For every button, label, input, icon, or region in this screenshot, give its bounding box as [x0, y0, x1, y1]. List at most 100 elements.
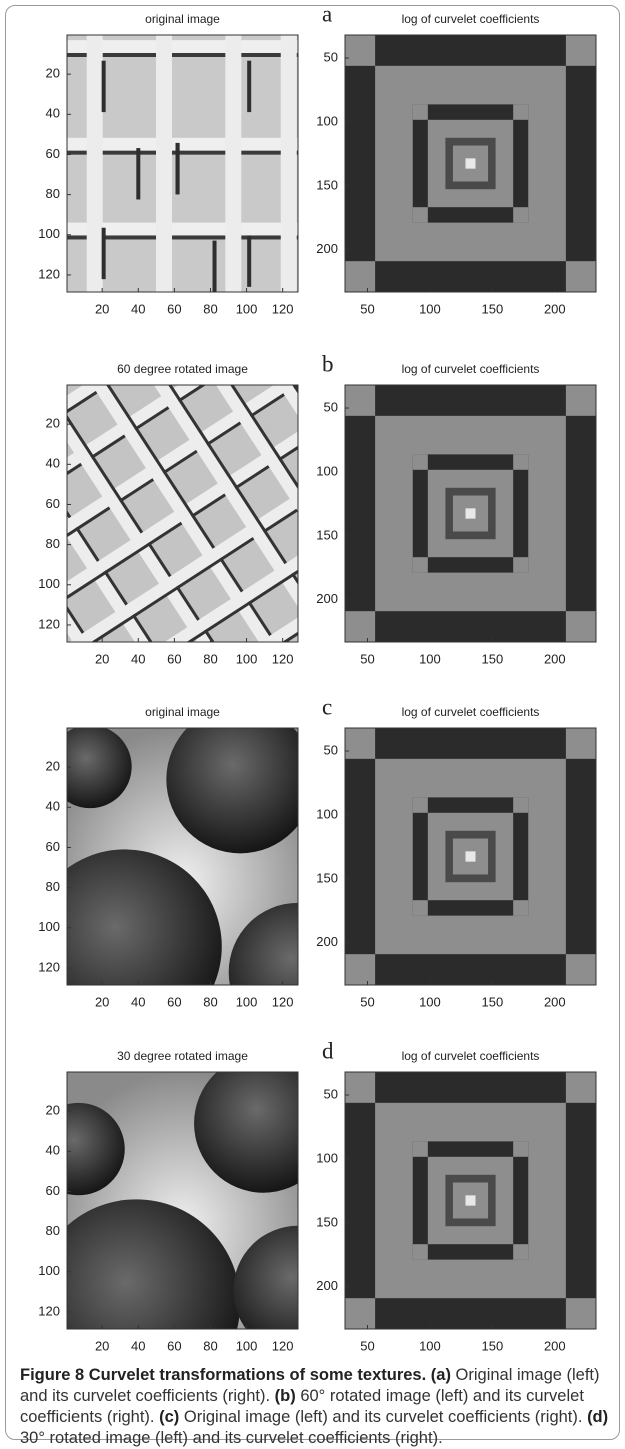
coeff-corner	[413, 104, 428, 119]
texture	[49, 725, 132, 808]
y-tick-label: 40	[46, 106, 60, 121]
coeff-center	[465, 158, 475, 168]
x-tick-label: 20	[95, 994, 109, 1009]
caption-part-text: 30° rotated image (left) and its curvele…	[20, 1429, 443, 1447]
y-tick-label: 200	[316, 241, 338, 256]
y-tick-label: 20	[46, 416, 60, 431]
x-tick-label: 100	[236, 651, 258, 666]
coeff-corner	[566, 728, 596, 759]
y-tick-label: 20	[46, 66, 60, 81]
texture	[225, 35, 241, 292]
caption-part-text: Original image (left) and its curvelet c…	[184, 1408, 583, 1426]
coeff-corner	[345, 954, 375, 985]
x-tick-label: 50	[360, 1338, 374, 1353]
panel-title: 60 degree rotated image	[117, 362, 248, 376]
y-tick-label: 40	[46, 456, 60, 471]
y-tick-label: 150	[316, 1214, 338, 1229]
coeff-corner	[513, 900, 528, 915]
y-tick-label: 120	[38, 616, 60, 631]
x-tick-label: 20	[95, 301, 109, 316]
x-tick-label: 40	[131, 301, 145, 316]
texture	[102, 61, 106, 112]
y-tick-label: 100	[316, 463, 338, 478]
y-tick-label: 100	[38, 576, 60, 591]
coeff-corner	[566, 954, 596, 985]
x-tick-label: 80	[203, 651, 217, 666]
y-tick-label: 100	[316, 806, 338, 821]
x-tick-label: 50	[360, 994, 374, 1009]
x-tick-label: 200	[544, 301, 566, 316]
panel-letter: a	[322, 1, 332, 26]
coeff-corner	[566, 385, 596, 416]
coeff-corner	[413, 797, 428, 812]
x-tick-label: 120	[272, 651, 294, 666]
coeff-corner	[566, 611, 596, 642]
texture	[281, 35, 297, 292]
y-tick-label: 80	[46, 186, 60, 201]
panel-image	[345, 35, 596, 292]
texture	[213, 241, 217, 292]
x-tick-label: 150	[482, 1338, 504, 1353]
x-tick-label: 40	[131, 1338, 145, 1353]
y-tick-label: 200	[316, 591, 338, 606]
x-tick-label: 120	[272, 994, 294, 1009]
texture	[247, 61, 251, 112]
coeff-corner	[413, 207, 428, 222]
x-tick-label: 60	[167, 1338, 181, 1353]
y-tick-label: 50	[324, 49, 338, 64]
y-tick-label: 50	[324, 1086, 338, 1101]
y-tick-label: 60	[46, 146, 60, 161]
y-tick-label: 150	[316, 177, 338, 192]
y-tick-label: 40	[46, 799, 60, 814]
panel-image	[345, 1072, 596, 1329]
panel-letter: b	[322, 351, 334, 376]
y-tick-label: 120	[38, 266, 60, 281]
caption-label: Figure 8 Curvelet transformations of som…	[20, 1366, 426, 1384]
coeff-corner	[413, 900, 428, 915]
panel-image	[67, 35, 298, 292]
y-tick-label: 40	[46, 1143, 60, 1158]
x-tick-label: 200	[544, 1338, 566, 1353]
coeff-corner	[345, 1072, 375, 1103]
x-tick-label: 40	[131, 651, 145, 666]
panel-title: log of curvelet coefficients	[402, 1049, 540, 1063]
panel-title: original image	[145, 705, 220, 719]
panel-title: 30 degree rotated image	[117, 1049, 248, 1063]
caption-part-label: (a)	[431, 1366, 451, 1384]
x-tick-label: 120	[272, 1338, 294, 1353]
x-tick-label: 100	[236, 301, 258, 316]
y-tick-label: 100	[316, 113, 338, 128]
caption-part-label: (b)	[275, 1387, 296, 1405]
y-tick-label: 80	[46, 536, 60, 551]
texture	[87, 35, 103, 292]
x-tick-label: 200	[544, 994, 566, 1009]
y-tick-label: 100	[316, 1150, 338, 1165]
y-tick-label: 20	[46, 759, 60, 774]
coeff-corner	[513, 104, 528, 119]
coeff-corner	[566, 1072, 596, 1103]
coeff-corner	[513, 557, 528, 572]
x-tick-label: 50	[360, 651, 374, 666]
texture	[176, 143, 180, 194]
coeff-center	[465, 1195, 475, 1205]
x-tick-label: 60	[167, 301, 181, 316]
x-tick-label: 80	[203, 301, 217, 316]
x-tick-label: 100	[419, 301, 441, 316]
x-tick-label: 20	[95, 1338, 109, 1353]
coeff-corner	[566, 35, 596, 66]
coeff-center	[465, 851, 475, 861]
texture	[102, 228, 106, 279]
coeff-corner	[566, 1298, 596, 1329]
texture	[194, 1054, 333, 1193]
y-tick-label: 150	[316, 527, 338, 542]
x-tick-label: 100	[419, 651, 441, 666]
x-tick-label: 100	[419, 1338, 441, 1353]
x-tick-label: 100	[236, 1338, 258, 1353]
y-tick-label: 60	[46, 839, 60, 854]
coeff-corner	[513, 207, 528, 222]
caption: Figure 8 Curvelet transformations of som…	[20, 1365, 615, 1449]
y-tick-label: 120	[38, 1303, 60, 1318]
coeff-corner	[413, 454, 428, 469]
panel-letter: d	[322, 1038, 334, 1063]
coeff-corner	[513, 1141, 528, 1156]
